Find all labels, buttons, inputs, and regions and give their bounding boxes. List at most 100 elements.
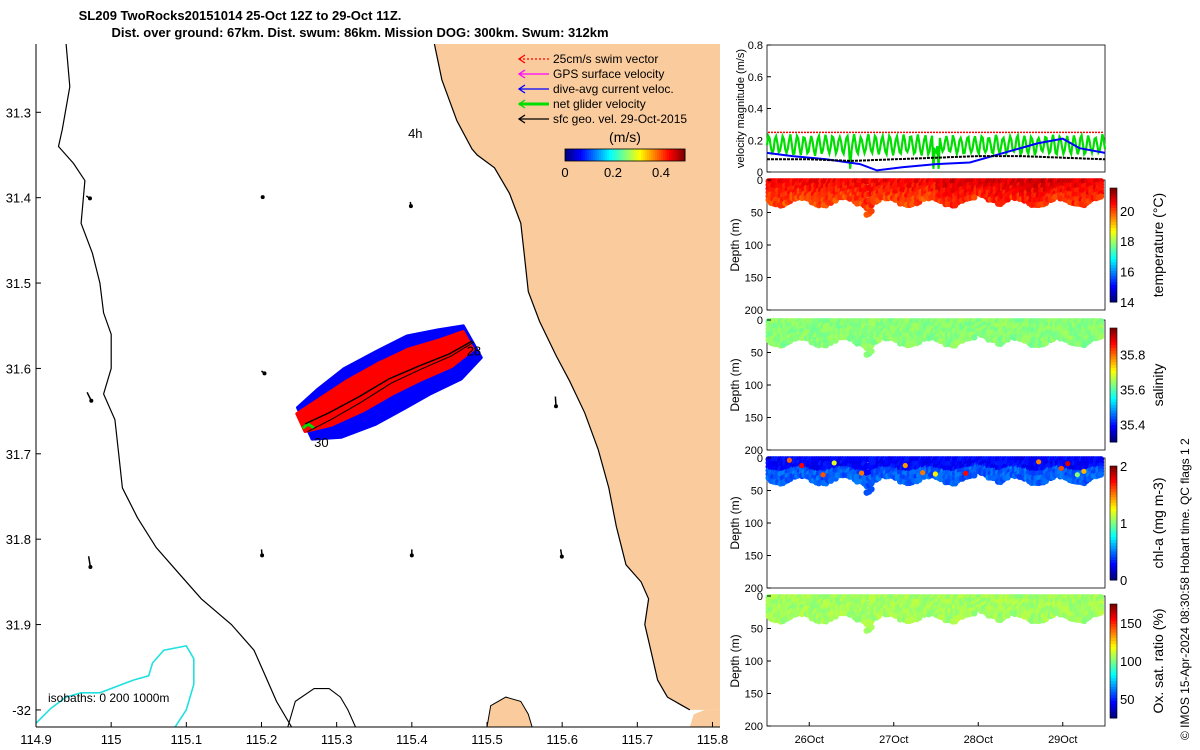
colorbar-segment [1110, 227, 1117, 232]
colorbar-segment [1110, 542, 1117, 547]
colorbar-segment [601, 149, 604, 161]
colorbar-segment [1110, 245, 1117, 249]
colorbar-segment [1110, 649, 1117, 653]
colorbar-frame [1109, 327, 1118, 443]
chla-high-point [1074, 472, 1080, 478]
colorbar-segment [1110, 488, 1117, 493]
colorbar-tick-label: 35.4 [1120, 417, 1145, 432]
colorbar-segment [1110, 387, 1117, 392]
colorbar-segment [1110, 643, 1117, 648]
colorbar-segment [1110, 508, 1117, 513]
colorbar-segment [1110, 379, 1117, 383]
depth-y-label: Depth (m) [728, 358, 742, 411]
colorbar-unit: (m/s) [609, 129, 641, 145]
map-x-tick-label: 115.2 [246, 732, 278, 747]
chla-high-point [859, 470, 865, 476]
colorbar-segment [1110, 436, 1117, 440]
data-sample-point [1097, 193, 1105, 200]
velocity-y-label: velocity magnitude (m/s) [735, 49, 747, 168]
colorbar-segment [1110, 216, 1117, 220]
colorbar-segment [1110, 347, 1117, 352]
data-sample-point [971, 194, 978, 201]
colorbar-segment [1110, 239, 1117, 243]
colorbar-segment [635, 149, 638, 161]
geo-velocity-vector-head [262, 371, 267, 376]
colorbar-segment [1110, 551, 1117, 555]
colorbar-segment [1110, 396, 1117, 400]
colorbar-segment [1110, 626, 1117, 631]
geo-velocity-vector-head [409, 553, 414, 558]
colorbar-tick-label: 35.6 [1120, 382, 1145, 397]
colorbar-segment [1110, 554, 1117, 558]
chart-title-line2: Dist. over ground: 67km. Dist. swum: 86k… [111, 25, 609, 40]
chla-high-point [963, 470, 969, 476]
colorbar-segment [1110, 700, 1117, 705]
colorbar-segment [1110, 577, 1117, 581]
colorbar-segment [1110, 402, 1117, 406]
colorbar-segment [671, 149, 674, 161]
colorbar-segment [1110, 345, 1117, 349]
colorbar-frame [1109, 603, 1118, 719]
colorbar-tick-label: 18 [1120, 234, 1134, 249]
colorbar-segment [1110, 545, 1117, 550]
isobath-1000m [36, 645, 195, 727]
colorbar-segment [1110, 293, 1117, 297]
colorbar-segment [1110, 474, 1117, 478]
colorbar-segment [581, 149, 584, 161]
colorbar-segment [1110, 548, 1117, 552]
legend-label: dive-avg current veloc. [553, 82, 674, 96]
colorbar-segment [1110, 641, 1117, 645]
colorbar-segment [1110, 672, 1117, 676]
map-y-tick-label: 31.6 [6, 361, 31, 376]
map-x-tick-label: 115.7 [622, 732, 654, 747]
colorbar-segment [1110, 562, 1117, 567]
isobaths-legend-text: isobaths: 0 200 1000m [48, 691, 169, 705]
map-annotation-text: 4h [408, 126, 422, 141]
colorbar-segment [1110, 540, 1117, 544]
colorbar-segment [1110, 621, 1117, 625]
colorbar-segment [1110, 342, 1117, 346]
depth-y-tick-label: 200 [745, 305, 763, 317]
colorbar-tick-label: 50 [1120, 692, 1134, 707]
colorbar-segment [621, 149, 624, 161]
legend-arrowhead [517, 99, 526, 109]
colorbar-segment [1110, 399, 1117, 403]
colorbar-segment [1110, 290, 1117, 294]
colorbar-segment [1110, 485, 1117, 490]
colorbar-segment [1110, 680, 1117, 685]
colorbar-segment [1110, 213, 1117, 217]
chla-high-point [1036, 459, 1042, 465]
colorbar-tick-label: 0.2 [604, 165, 622, 180]
colorbar-segment [1110, 270, 1117, 274]
colorbar-segment [1110, 330, 1117, 335]
colorbar-segment [1110, 689, 1117, 693]
colorbar-segment [649, 149, 652, 161]
colorbar-segment [1110, 692, 1117, 696]
colorbar-segment [1110, 202, 1117, 206]
colorbar-tick-label: 2 [1120, 459, 1127, 474]
colorbar-segment [1110, 419, 1117, 423]
colorbar-segment [1110, 282, 1117, 286]
colorbar-segment [657, 149, 660, 161]
colorbar-segment [623, 149, 626, 161]
colorbar-segment [569, 149, 572, 161]
colorbar-segment [627, 149, 630, 161]
legend-label: sfc geo. vel. 29-Oct-2015 [553, 112, 687, 126]
colorbar-segment [633, 149, 636, 161]
colorbar-segment [1110, 367, 1117, 372]
colorbar-segment [1110, 253, 1117, 257]
colorbar-segment [1110, 669, 1117, 673]
colorbar-segment [1110, 525, 1117, 530]
map-x-tick-label: 115.4 [396, 732, 428, 747]
colorbar-segment [669, 149, 672, 161]
colorbar-segment [653, 149, 656, 161]
colorbar-tick-label: 100 [1120, 654, 1142, 669]
colorbar-segment [683, 149, 686, 161]
colorbar-segment [1110, 494, 1117, 498]
geo-velocity-vector-head [260, 195, 265, 200]
map-x-tick-label: 115 [101, 732, 122, 747]
colorbar-segment [1110, 606, 1117, 611]
colorbar-segment [639, 149, 642, 161]
colorbar-segment [591, 149, 594, 161]
